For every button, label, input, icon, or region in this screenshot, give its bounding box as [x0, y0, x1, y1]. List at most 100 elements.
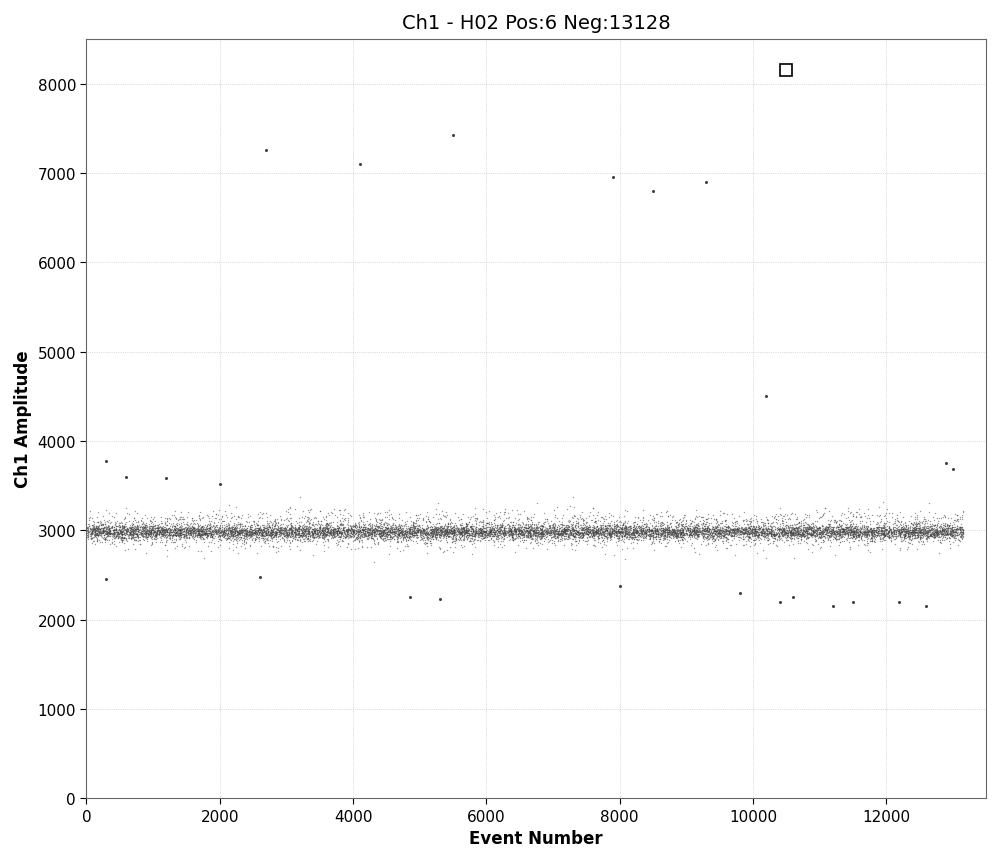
Point	[483, 531, 499, 545]
Point	[700, 527, 716, 541]
Point	[224, 526, 240, 540]
Point	[387, 527, 403, 541]
Point	[104, 530, 120, 543]
Point	[489, 531, 505, 545]
Point	[513, 524, 529, 538]
Point	[304, 518, 320, 532]
Point	[317, 530, 333, 543]
Point	[441, 525, 457, 539]
Point	[351, 525, 367, 539]
Point	[805, 519, 821, 533]
Point	[929, 529, 945, 542]
Point	[546, 523, 562, 536]
Point	[223, 526, 239, 540]
Point	[523, 526, 539, 540]
Point	[520, 515, 536, 529]
Point	[516, 530, 532, 544]
Point	[645, 522, 661, 536]
Point	[697, 523, 713, 536]
Point	[765, 528, 781, 542]
Point	[268, 540, 284, 554]
Point	[349, 530, 365, 544]
Point	[210, 534, 226, 548]
Point	[405, 524, 421, 538]
Point	[102, 528, 118, 542]
Point	[609, 521, 625, 535]
Point	[775, 518, 791, 532]
Point	[688, 525, 704, 539]
Point	[276, 533, 292, 547]
Point	[410, 525, 426, 539]
Point	[84, 531, 100, 545]
Point	[458, 520, 474, 534]
Point	[353, 520, 369, 534]
Point	[898, 525, 914, 539]
Point	[409, 521, 425, 535]
Point	[114, 524, 130, 538]
Point	[553, 523, 569, 537]
Point	[498, 521, 514, 535]
Point	[172, 527, 188, 541]
Point	[913, 528, 929, 542]
Point	[440, 525, 456, 539]
Point	[636, 517, 652, 531]
Point	[134, 527, 150, 541]
Point	[303, 503, 319, 517]
Point	[130, 524, 146, 538]
Point	[474, 528, 490, 542]
Point	[87, 530, 103, 543]
Point	[325, 526, 341, 540]
Point	[868, 517, 884, 531]
Point	[456, 523, 472, 537]
Point	[213, 523, 229, 537]
Point	[229, 536, 245, 550]
Point	[258, 525, 274, 539]
Point	[683, 517, 699, 530]
Point	[170, 529, 186, 542]
Point	[439, 527, 455, 541]
Point	[138, 528, 154, 542]
Point	[88, 524, 104, 538]
Point	[529, 520, 545, 534]
Point	[570, 526, 586, 540]
Point	[644, 519, 660, 533]
Point	[778, 525, 794, 539]
Point	[172, 527, 188, 541]
Point	[897, 528, 913, 542]
Point	[850, 538, 866, 552]
Point	[564, 542, 580, 556]
Point	[379, 518, 395, 532]
Point	[447, 536, 463, 550]
Point	[575, 517, 591, 530]
Point	[374, 526, 390, 540]
Point	[689, 522, 705, 536]
Point	[126, 511, 142, 525]
Point	[670, 528, 686, 542]
Point	[465, 524, 481, 538]
Point	[676, 509, 692, 523]
Point	[825, 528, 841, 542]
Point	[825, 523, 841, 536]
Point	[291, 518, 307, 532]
Point	[142, 525, 158, 539]
Point	[806, 530, 822, 544]
Point	[708, 513, 724, 527]
Point	[718, 522, 734, 536]
Point	[896, 532, 912, 546]
Point	[107, 517, 123, 531]
Point	[930, 525, 946, 539]
Point	[155, 523, 171, 537]
Point	[873, 524, 889, 538]
Point	[729, 523, 745, 536]
Point	[197, 518, 213, 532]
Point	[568, 526, 584, 540]
Point	[223, 525, 239, 539]
Point	[367, 523, 383, 536]
Point	[765, 528, 781, 542]
Point	[230, 529, 246, 542]
Point	[105, 524, 121, 538]
Point	[360, 532, 376, 546]
Point	[790, 523, 806, 537]
Point	[210, 523, 226, 537]
Point	[497, 527, 513, 541]
